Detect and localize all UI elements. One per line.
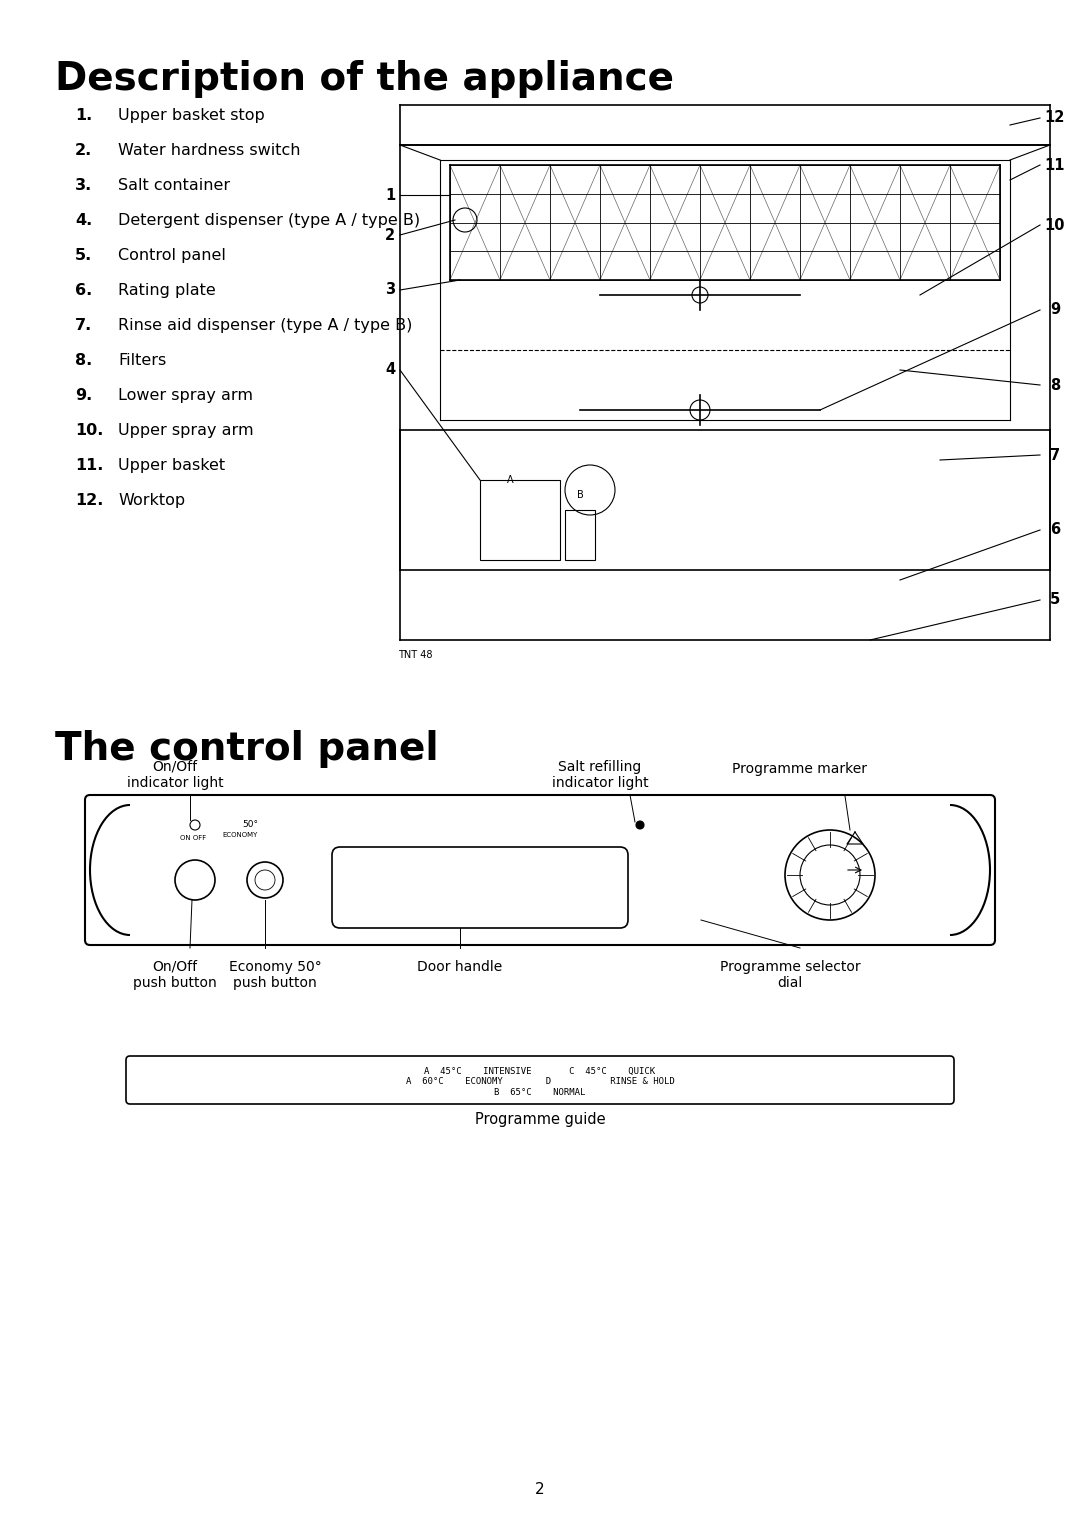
- Text: 2: 2: [384, 227, 395, 243]
- Text: 9: 9: [1050, 302, 1061, 317]
- Text: 8.: 8.: [75, 353, 92, 368]
- Text: Rinse aid dispenser (type A / type B): Rinse aid dispenser (type A / type B): [118, 317, 413, 333]
- Text: Upper basket: Upper basket: [118, 458, 225, 473]
- Text: 11.: 11.: [75, 458, 104, 473]
- Bar: [565, 510, 595, 560]
- Text: 2.: 2.: [75, 143, 92, 159]
- Circle shape: [636, 821, 644, 829]
- Text: Detergent dispenser (type A / type B): Detergent dispenser (type A / type B): [118, 214, 420, 227]
- Text: B: B: [577, 490, 583, 501]
- Text: ECONOMY: ECONOMY: [222, 832, 258, 838]
- Text: 1: 1: [384, 188, 395, 203]
- Text: Programme selector
dial: Programme selector dial: [719, 960, 861, 990]
- Text: A  45°C    INTENSIVE       C  45°C    QUICK
A  60°C    ECONOMY        D         : A 45°C INTENSIVE C 45°C QUICK A 60°C ECO…: [406, 1067, 674, 1097]
- Text: A: A: [507, 475, 513, 485]
- Text: Programme marker: Programme marker: [732, 761, 867, 777]
- Bar: [480, 481, 561, 560]
- Text: TNT 48: TNT 48: [399, 650, 432, 661]
- Text: Door handle: Door handle: [417, 960, 502, 974]
- Text: 9.: 9.: [75, 388, 92, 403]
- Text: Description of the appliance: Description of the appliance: [55, 60, 674, 98]
- Text: Filters: Filters: [118, 353, 166, 368]
- Text: 6.: 6.: [75, 282, 92, 298]
- Text: 10.: 10.: [75, 423, 104, 438]
- Text: 12.: 12.: [75, 493, 104, 508]
- Text: 50°: 50°: [242, 819, 258, 829]
- Text: 7: 7: [1050, 447, 1061, 462]
- Text: ON OFF: ON OFF: [180, 835, 206, 841]
- Text: 1.: 1.: [75, 108, 92, 124]
- Text: Salt refilling
indicator light: Salt refilling indicator light: [552, 760, 648, 790]
- Text: 12: 12: [1044, 110, 1065, 125]
- Text: 7.: 7.: [75, 317, 92, 333]
- Text: 3.: 3.: [75, 179, 92, 192]
- Text: Worktop: Worktop: [118, 493, 185, 508]
- Text: 4.: 4.: [75, 214, 92, 227]
- Text: 4: 4: [384, 363, 395, 377]
- Text: 8: 8: [1050, 377, 1061, 392]
- Text: 11: 11: [1044, 157, 1065, 172]
- Text: On/Off
push button: On/Off push button: [133, 960, 217, 990]
- Text: Water hardness switch: Water hardness switch: [118, 143, 300, 159]
- Text: 3: 3: [384, 282, 395, 298]
- Text: The control panel: The control panel: [55, 729, 438, 768]
- Text: Control panel: Control panel: [118, 249, 226, 262]
- Text: 6: 6: [1050, 522, 1061, 537]
- Text: Rating plate: Rating plate: [118, 282, 216, 298]
- Text: Programme guide: Programme guide: [475, 1112, 605, 1128]
- Text: Lower spray arm: Lower spray arm: [118, 388, 253, 403]
- Text: 5: 5: [1050, 592, 1061, 607]
- Text: 2: 2: [536, 1482, 544, 1497]
- Text: On/Off
indicator light: On/Off indicator light: [126, 760, 224, 790]
- Text: 10: 10: [1044, 218, 1065, 232]
- Text: 5.: 5.: [75, 249, 92, 262]
- Text: Economy 50°
push button: Economy 50° push button: [229, 960, 322, 990]
- Text: Salt container: Salt container: [118, 179, 230, 192]
- Text: Upper basket stop: Upper basket stop: [118, 108, 265, 124]
- Text: Upper spray arm: Upper spray arm: [118, 423, 254, 438]
